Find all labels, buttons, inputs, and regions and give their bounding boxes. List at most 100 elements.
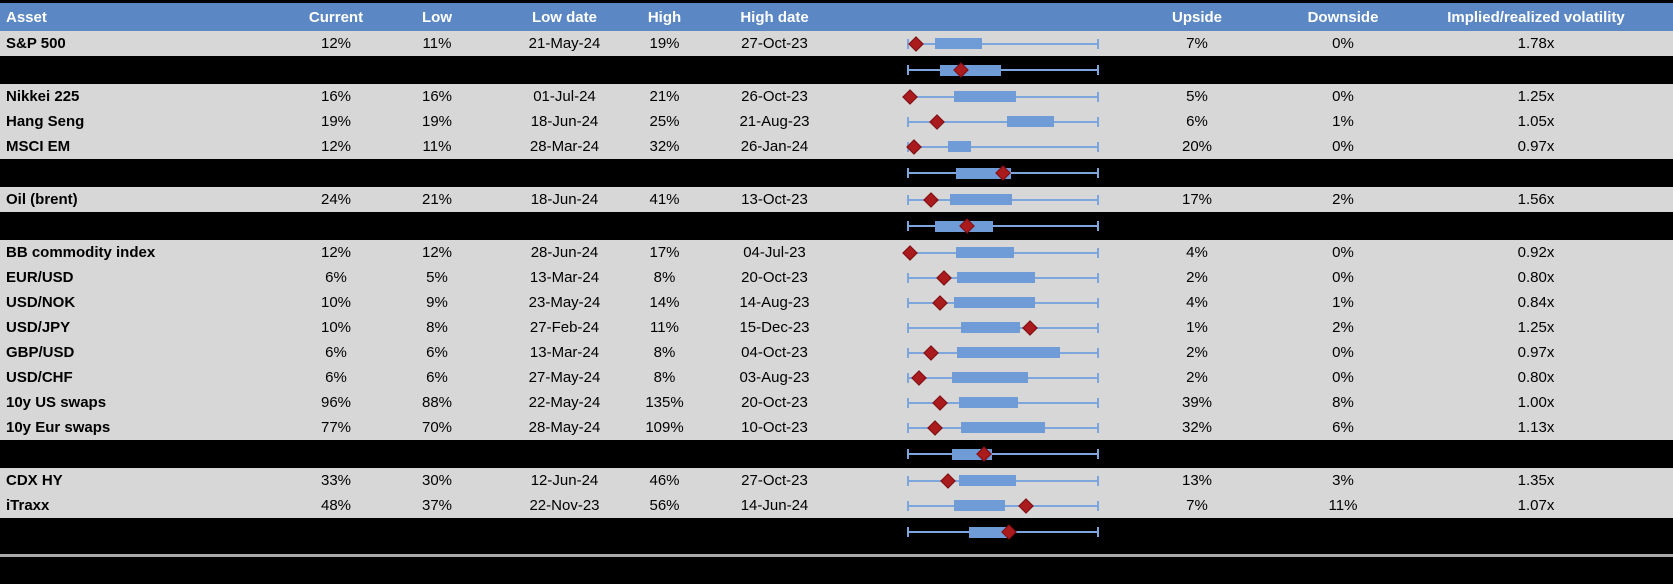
high-cell: 17% (649, 244, 680, 261)
high-cell: 41% (649, 191, 680, 208)
iqr-box (1006, 116, 1055, 127)
whisker-cap-high (1097, 272, 1099, 283)
implied-realized-cell: 0.80x (1517, 269, 1555, 286)
low-date-cell: 01-Jul-24 (533, 88, 596, 105)
current-cell: 96% (320, 394, 352, 411)
implied-realized-cell: 1.13x (1517, 419, 1555, 436)
upside-cell: 2% (1186, 269, 1208, 286)
downside-cell: 0% (1332, 344, 1354, 361)
asset-cell: Oil (brent) (6, 191, 78, 208)
high-cell: 46% (649, 472, 680, 489)
whisker-cap-low (907, 347, 909, 358)
whisker-cap-high (1097, 397, 1099, 408)
downside-cell: 0% (1332, 269, 1354, 286)
whisker-line (908, 42, 1098, 45)
iqr-box (940, 64, 1002, 76)
column-header-downside: Downside (1307, 8, 1379, 26)
footer-black-band (0, 546, 1673, 584)
table-row: Nikkei 225 16% 16% 01-Jul-24 21% 26-Oct-… (0, 84, 1673, 109)
whisker-cap-low (907, 194, 909, 205)
low-date-cell: 22-Nov-23 (529, 497, 600, 514)
high-date-cell: 21-Aug-23 (739, 113, 810, 130)
whisker-cap-low (907, 65, 909, 75)
implied-realized-cell: 1.56x (1517, 191, 1555, 208)
column-header-high: High (647, 8, 682, 26)
low-cell: 9% (426, 294, 448, 311)
high-date-cell: 26-Jan-24 (740, 138, 809, 155)
iqr-box (949, 194, 1013, 205)
whisker-line (908, 69, 1098, 71)
range-boxplot (907, 265, 1099, 290)
range-boxplot-cell (852, 315, 1107, 340)
column-header-high-date: High date (740, 8, 809, 26)
current-marker-diamond-icon (923, 191, 939, 208)
range-boxplot-cell (852, 159, 1107, 187)
implied-realized-cell: 0.92x (1517, 244, 1555, 261)
high-cell: 56% (649, 497, 680, 514)
whisker-cap-low (907, 168, 909, 178)
asset-cell: S&P 500 (6, 35, 66, 52)
range-boxplot-cell (852, 415, 1107, 440)
asset-cell: 10y Eur swaps (6, 419, 111, 436)
asset-cell: Hang Seng (6, 113, 85, 130)
current-marker-diamond-icon (1021, 319, 1038, 336)
low-date-cell: 13-Mar-24 (529, 344, 600, 361)
low-date-cell: 18-Jun-24 (530, 113, 599, 130)
range-boxplot (907, 518, 1099, 546)
current-cell: 12% (320, 35, 352, 52)
upside-cell: 1% (1186, 319, 1208, 336)
whisker-cap-low (907, 422, 909, 433)
range-boxplot (907, 340, 1099, 365)
implied-realized-cell: 0.97x (1517, 138, 1555, 155)
asset-cell: USD/CHF (6, 369, 73, 386)
current-cell: 33% (320, 472, 352, 489)
whisker-cap-high (1097, 168, 1099, 178)
whisker-cap-low (907, 449, 909, 459)
iqr-box (934, 38, 983, 49)
range-boxplot-cell (852, 493, 1107, 518)
table-header-row: Asset Current Low Low date High High dat… (0, 3, 1673, 31)
table-row: USD/NOK 10% 9% 23-May-24 14% 14-Aug-23 4… (0, 290, 1673, 315)
whisker-cap-high (1097, 141, 1099, 152)
range-boxplot-cell (852, 134, 1107, 159)
high-date-cell: 27-Oct-23 (741, 472, 808, 489)
range-boxplot (907, 212, 1099, 240)
whisker-cap-high (1097, 347, 1099, 358)
upside-cell: 4% (1186, 244, 1208, 261)
low-date-cell: 28-Mar-24 (529, 138, 600, 155)
current-marker-diamond-icon (932, 394, 949, 411)
upside-cell: 32% (1181, 419, 1213, 436)
iqr-box (961, 422, 1045, 433)
implied-realized-cell: 1.25x (1517, 88, 1555, 105)
asset-cell: 10y US swaps (6, 394, 107, 411)
range-boxplot-cell (852, 212, 1107, 240)
whisker-cap-low (907, 322, 909, 333)
low-date-cell: 21-May-24 (528, 35, 601, 52)
downside-cell: 1% (1332, 294, 1354, 311)
range-boxplot (907, 31, 1099, 56)
high-date-cell: 14-Jun-24 (740, 497, 809, 514)
iqr-box (951, 372, 1028, 383)
whisker-line (908, 225, 1098, 227)
high-date-cell: 26-Oct-23 (741, 88, 808, 105)
current-marker-diamond-icon (923, 344, 939, 361)
asset-cell: iTraxx (6, 497, 50, 514)
range-boxplot (907, 315, 1099, 340)
upside-cell: 2% (1186, 344, 1208, 361)
group-separator-row (0, 518, 1673, 546)
range-boxplot-cell (852, 340, 1107, 365)
whisker-cap-high (1097, 527, 1099, 537)
current-marker-diamond-icon (902, 88, 918, 105)
group-separator-row (0, 56, 1673, 84)
low-cell: 12% (421, 244, 453, 261)
range-boxplot-cell (852, 265, 1107, 290)
high-date-cell: 10-Oct-23 (741, 419, 808, 436)
implied-realized-cell: 0.97x (1517, 344, 1555, 361)
iqr-box (959, 475, 1017, 486)
upside-cell: 13% (1181, 472, 1213, 489)
range-boxplot (907, 493, 1099, 518)
whisker-cap-high (1097, 247, 1099, 258)
asset-cell: BB commodity index (6, 244, 156, 261)
upside-cell: 17% (1181, 191, 1213, 208)
current-marker-diamond-icon (902, 244, 918, 261)
